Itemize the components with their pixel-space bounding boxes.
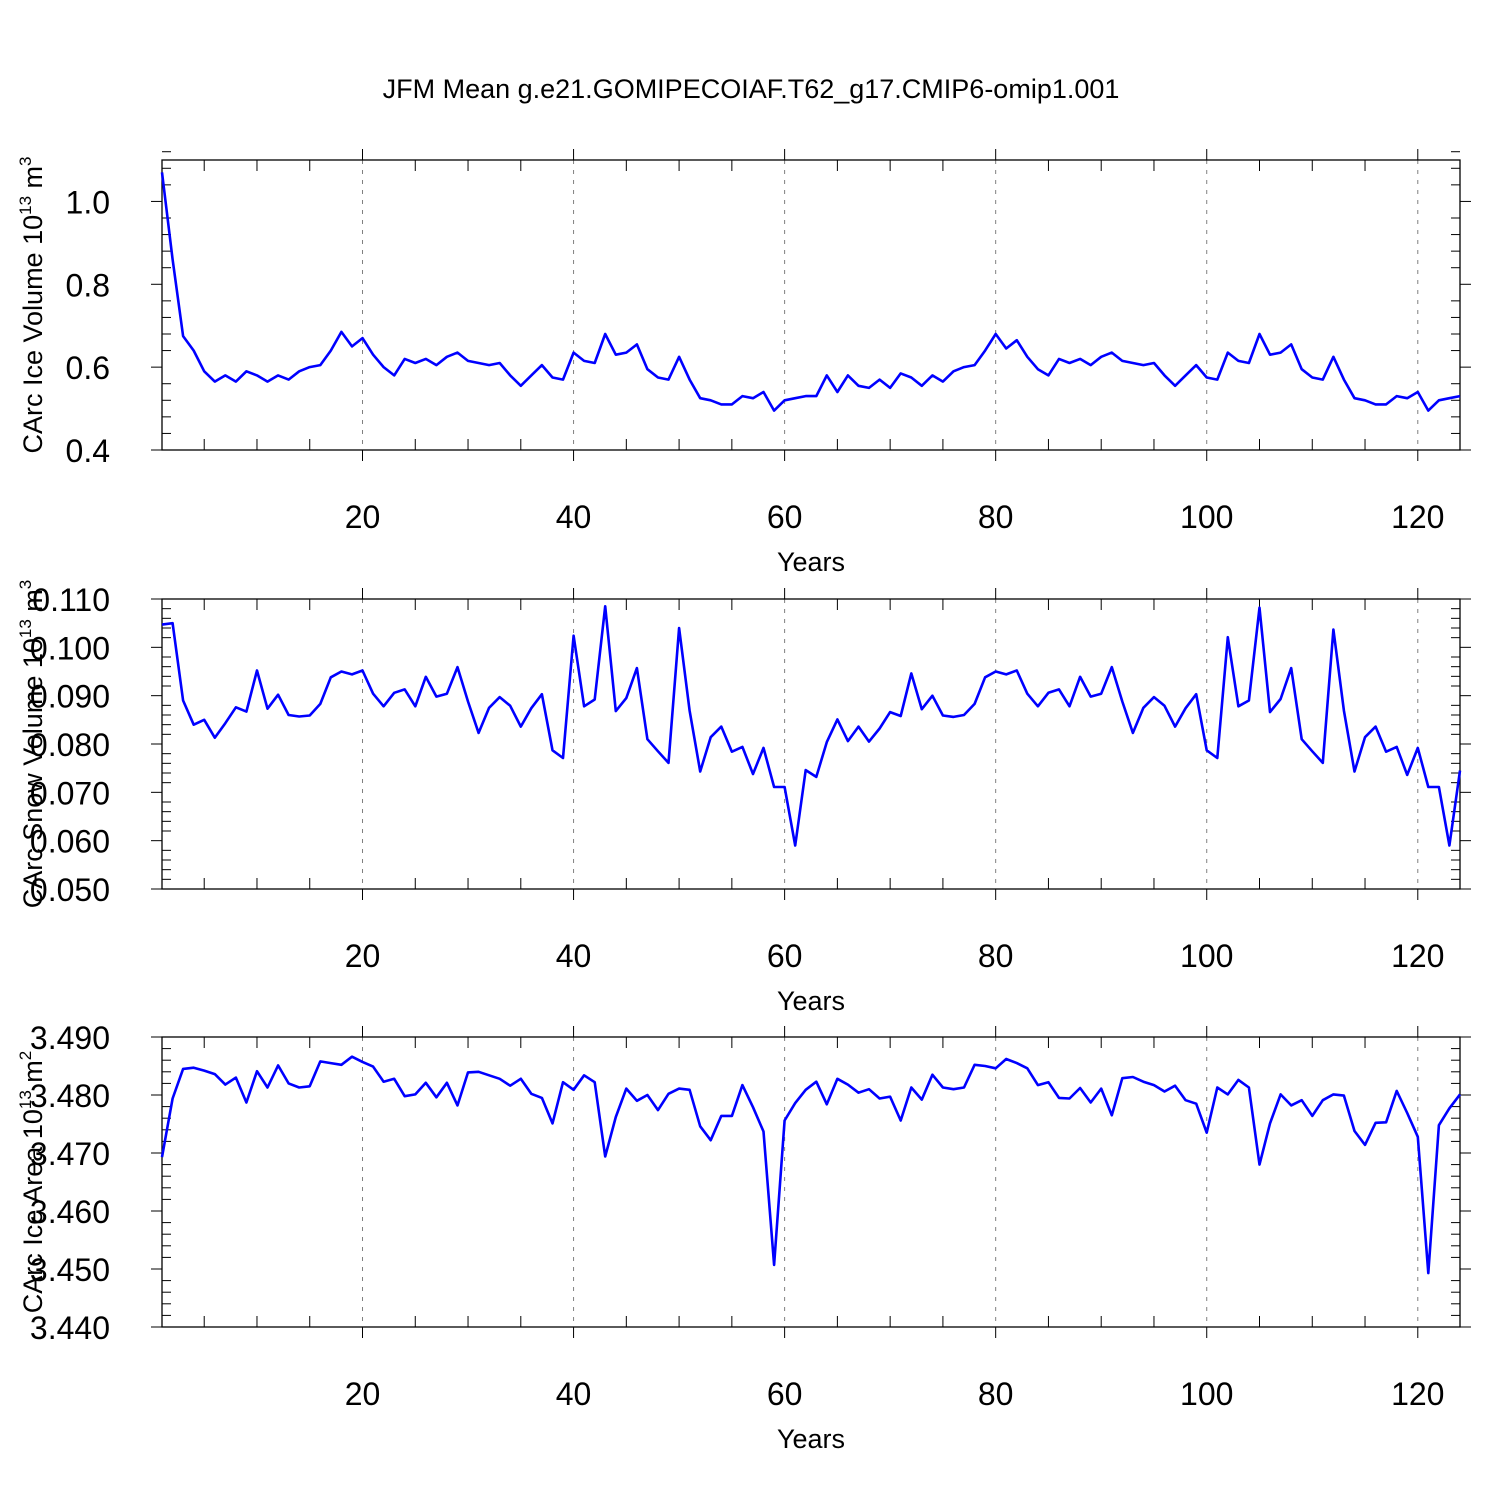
- x-tick-label: 20: [345, 938, 381, 974]
- x-tick-label: 40: [556, 938, 592, 974]
- y-tick-label: 3.440: [30, 1310, 110, 1346]
- x-tick-label: 100: [1180, 1376, 1233, 1412]
- y-tick-label: 0.8: [66, 267, 110, 303]
- x-axis-label: Years: [777, 1424, 845, 1454]
- y-tick-label: 0.100: [30, 630, 110, 666]
- x-tick-label: 40: [556, 499, 592, 535]
- x-tick-label: 80: [978, 938, 1014, 974]
- chart-title: JFM Mean g.e21.GOMIPECOIAF.T62_g17.CMIP6…: [383, 74, 1120, 104]
- x-tick-label: 120: [1391, 938, 1444, 974]
- y-tick-label: 0.110: [32, 582, 110, 618]
- x-tick-label: 20: [345, 1376, 381, 1412]
- y-tick-label: 3.480: [30, 1078, 110, 1114]
- y-tick-label: 1.0: [66, 184, 110, 220]
- x-tick-label: 20: [345, 499, 381, 535]
- series-line-ice-volume: [160, 172, 1461, 412]
- panel-snow-volume: 20 40 60 80 100 120 0.050 0.060 0.070 0.080 0.090 0…: [16, 580, 1471, 1016]
- y-axis-label: CArc Ice Volume 1013 m3: [16, 156, 48, 453]
- x-axis-label: Years: [777, 986, 845, 1016]
- x-axis-label: Years: [777, 547, 845, 577]
- y-tick-label: 0.050: [30, 872, 110, 908]
- y-tick-label: 0.6: [66, 350, 110, 386]
- x-tick-label: 60: [767, 938, 803, 974]
- plot-frame: [161, 1036, 1461, 1328]
- x-tick-label: 120: [1391, 1376, 1444, 1412]
- x-tick-label: 80: [978, 1376, 1014, 1412]
- panels: 20 40 60 80 100 120 0.4 0.6 0.8 1.0 Years CArc Ice …: [16, 149, 1471, 1454]
- y-axis-label: CArc Snow Volume 1013 m3: [16, 580, 48, 909]
- panel-ice-volume: 20 40 60 80 100 120 0.4 0.6 0.8 1.0 Years CArc Ice …: [16, 149, 1471, 577]
- panel-ice-area: 20 40 60 80 100 120 3.440 3.450 3.460 3.470 3.480 3…: [16, 1020, 1471, 1454]
- x-tick-label: 120: [1391, 499, 1444, 535]
- x-tick-label: 100: [1180, 938, 1233, 974]
- y-tick-label: 0.060: [30, 824, 110, 860]
- y-axis-label: CArc Ice Area 1013 m2: [16, 1051, 48, 1314]
- y-tick-label: 3.490: [30, 1020, 110, 1056]
- x-tick-label: 60: [767, 499, 803, 535]
- x-tick-label: 40: [556, 1376, 592, 1412]
- y-tick-label: 3.460: [30, 1194, 110, 1230]
- y-tick-label: 0.080: [30, 727, 110, 763]
- y-tick-label: 0.4: [66, 433, 110, 469]
- series-line-snow-volume: [161, 604, 1462, 847]
- y-tick-label: 0.070: [30, 775, 110, 811]
- series-line-ice-area: [160, 1055, 1462, 1275]
- y-tick-label: 3.450: [30, 1252, 110, 1288]
- plot-frame: [161, 598, 1461, 890]
- y-tick-label: 3.470: [30, 1136, 110, 1172]
- y-tick-label: 0.090: [30, 679, 110, 715]
- x-tick-label: 60: [767, 1376, 803, 1412]
- plot-frame: [161, 159, 1461, 451]
- x-tick-label: 100: [1180, 499, 1233, 535]
- x-tick-label: 80: [978, 499, 1014, 535]
